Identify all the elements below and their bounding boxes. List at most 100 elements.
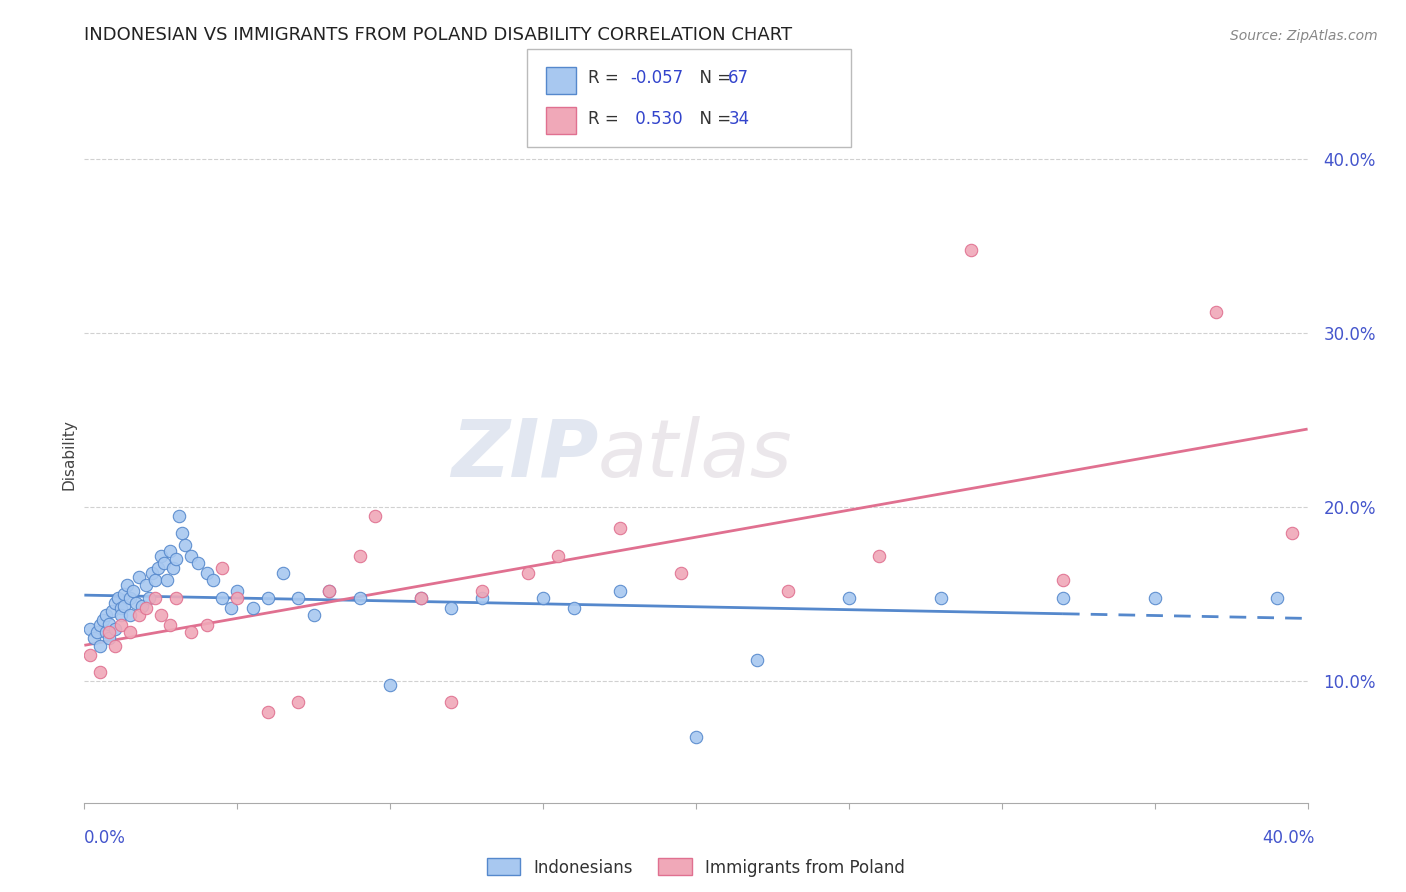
Point [91, 613, 114, 627]
Point [131, 599, 153, 614]
Point [1052, 591, 1074, 605]
Point [318, 583, 340, 598]
Point [440, 695, 463, 709]
Point [167, 508, 190, 523]
Point [302, 607, 325, 622]
Point [89, 639, 111, 653]
Point [929, 591, 952, 605]
Point [159, 618, 181, 632]
Point [174, 538, 197, 552]
Point [128, 607, 150, 622]
Point [960, 243, 983, 257]
Point [226, 583, 249, 598]
Point [112, 599, 135, 614]
Point [562, 601, 585, 615]
Point [153, 556, 176, 570]
Point [94, 625, 117, 640]
Point [97, 616, 120, 631]
Point [138, 591, 160, 605]
Point [1265, 591, 1288, 605]
Point [195, 618, 218, 632]
Text: -0.057: -0.057 [630, 70, 683, 87]
Point [112, 587, 135, 601]
Point [1281, 526, 1303, 541]
Y-axis label: Disability: Disability [60, 419, 76, 491]
Point [201, 573, 224, 587]
Point [149, 549, 172, 563]
Point [172, 526, 194, 541]
Point [97, 631, 120, 645]
Legend: Indonesians, Immigrants from Poland: Indonesians, Immigrants from Poland [479, 850, 912, 885]
Point [135, 601, 157, 615]
Point [79, 622, 101, 636]
Point [83, 631, 105, 645]
Point [128, 569, 150, 583]
Point [143, 573, 166, 587]
Point [226, 591, 249, 605]
Text: 40.0%: 40.0% [1263, 829, 1315, 847]
Point [547, 549, 569, 563]
Point [162, 561, 184, 575]
Point [122, 583, 145, 598]
Point [869, 549, 891, 563]
Point [409, 591, 432, 605]
Point [747, 653, 769, 667]
Point [104, 596, 127, 610]
Point [120, 625, 142, 640]
Point [380, 677, 402, 691]
Point [471, 591, 494, 605]
Point [149, 607, 172, 622]
Point [143, 591, 166, 605]
Text: N =: N = [689, 70, 737, 87]
Point [101, 605, 124, 619]
Point [364, 508, 387, 523]
Point [287, 695, 309, 709]
Point [125, 596, 148, 610]
Point [609, 583, 631, 598]
Point [257, 706, 280, 720]
Point [669, 566, 692, 581]
Point [104, 622, 127, 636]
Point [440, 601, 463, 615]
Point [89, 665, 111, 680]
Text: 0.530: 0.530 [630, 110, 682, 128]
Point [79, 648, 101, 662]
Point [409, 591, 432, 605]
Point [211, 561, 233, 575]
Point [86, 625, 108, 640]
Point [211, 591, 233, 605]
Point [1205, 305, 1227, 319]
Point [531, 591, 554, 605]
Point [180, 625, 202, 640]
Point [219, 601, 242, 615]
Point [1143, 591, 1166, 605]
Point [257, 591, 280, 605]
Point [97, 625, 120, 640]
Text: 34: 34 [728, 110, 749, 128]
Text: 0.0%: 0.0% [84, 829, 127, 847]
Point [110, 601, 132, 615]
Point [94, 607, 117, 622]
Point [195, 566, 218, 581]
Text: R =: R = [588, 110, 624, 128]
Text: INDONESIAN VS IMMIGRANTS FROM POLAND DISABILITY CORRELATION CHART: INDONESIAN VS IMMIGRANTS FROM POLAND DIS… [84, 26, 793, 44]
Point [110, 607, 132, 622]
Point [180, 549, 202, 563]
Text: Source: ZipAtlas.com: Source: ZipAtlas.com [1230, 29, 1378, 43]
Point [349, 549, 371, 563]
Point [165, 591, 187, 605]
Point [156, 573, 179, 587]
Point [287, 591, 309, 605]
Point [1052, 573, 1074, 587]
Point [349, 591, 371, 605]
Point [110, 618, 132, 632]
Point [135, 578, 157, 592]
Text: R =: R = [588, 70, 624, 87]
Point [89, 618, 111, 632]
Point [120, 591, 142, 605]
Point [685, 730, 707, 744]
Point [516, 566, 538, 581]
Point [186, 556, 208, 570]
Text: N =: N = [689, 110, 737, 128]
Point [271, 566, 294, 581]
